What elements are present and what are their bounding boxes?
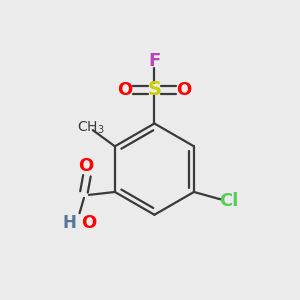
Text: S: S (147, 80, 161, 99)
Text: CH$_3$: CH$_3$ (77, 120, 105, 136)
Text: Cl: Cl (219, 192, 239, 210)
Text: H: H (63, 214, 76, 232)
Text: F: F (148, 52, 160, 70)
Text: O: O (81, 214, 97, 232)
Text: O: O (176, 81, 191, 99)
Text: O: O (117, 81, 133, 99)
Text: O: O (78, 157, 93, 175)
